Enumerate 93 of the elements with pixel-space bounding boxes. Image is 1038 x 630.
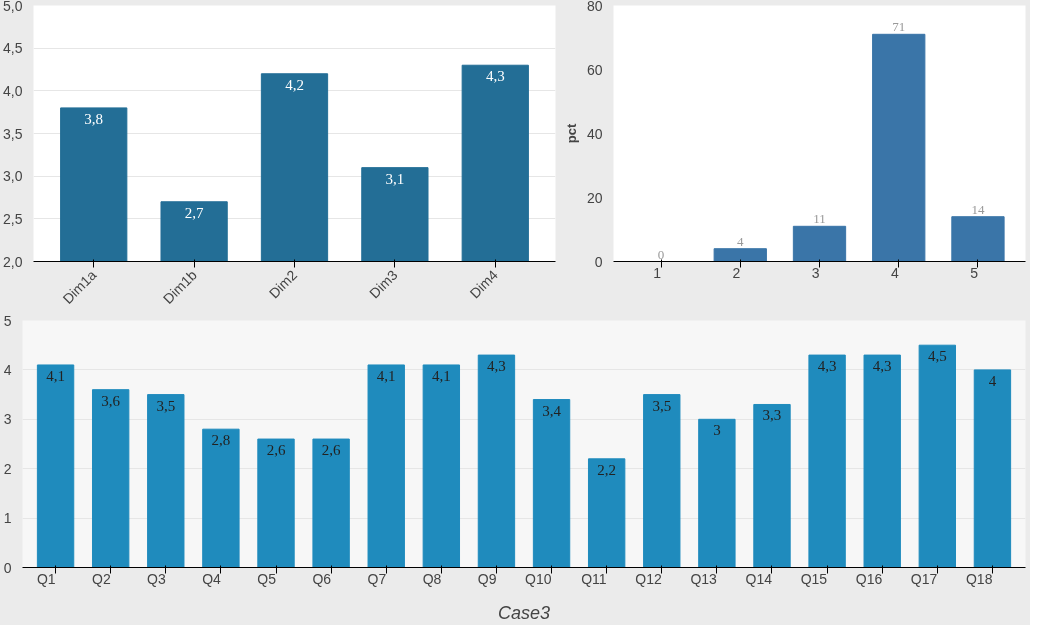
bar (918, 344, 957, 568)
y-tick-label: 80 (586, 0, 603, 14)
y-tick-label: 2,0 (3, 253, 23, 270)
x-tick-label: Q17 (910, 570, 938, 587)
y-tick-label: 2 (3, 460, 12, 477)
y-tick-label: 0 (3, 559, 12, 576)
data-label: 3,1 (385, 170, 405, 187)
data-label: 4,1 (46, 367, 65, 384)
data-label: 3,5 (156, 397, 176, 414)
bar (698, 418, 736, 568)
data-label: 11 (813, 211, 826, 227)
x-tick-label: Q13 (690, 570, 718, 587)
x-tick-label: Q1 (36, 570, 56, 587)
bar (587, 458, 626, 568)
data-label: 4,1 (376, 367, 396, 384)
y-tick-label: 3 (3, 411, 12, 428)
bar (257, 438, 295, 568)
bar (532, 399, 571, 568)
x-tick-label: Q16 (855, 570, 883, 587)
data-label: 2,2 (597, 461, 617, 478)
x-axis-title: Case3 (497, 602, 551, 623)
x-tick-label: 3 (811, 264, 820, 281)
bar (973, 369, 1012, 568)
y-tick-label: 60 (586, 61, 603, 78)
y-tick-label: 3,0 (3, 168, 23, 185)
data-label: 4 (737, 233, 745, 249)
x-tick-label: Q4 (202, 570, 222, 587)
bar (643, 394, 681, 568)
data-label: 14 (971, 201, 985, 217)
x-tick-label: 5 (970, 264, 979, 281)
y-tick-label: 1 (3, 510, 12, 527)
data-label: 4,3 (872, 358, 892, 375)
bar (863, 354, 901, 568)
data-label: 3,4 (542, 402, 562, 419)
data-label: 4,5 (927, 348, 947, 365)
data-label: 3,5 (652, 397, 672, 414)
x-tick-label: Q12 (635, 570, 662, 587)
bar (367, 364, 405, 568)
x-tick-label: Q11 (581, 570, 607, 587)
data-label: 4,2 (285, 76, 304, 93)
bar (872, 33, 926, 262)
bar (202, 428, 240, 568)
data-label: 2,6 (321, 442, 341, 459)
x-tick-label: Q3 (147, 570, 166, 587)
x-tick-label: 4 (890, 264, 899, 281)
y-tick-label: 5,0 (3, 0, 23, 14)
data-label: 3 (713, 422, 721, 439)
data-label: 0 (657, 246, 665, 262)
data-label: 4,1 (431, 367, 451, 384)
y-tick-label: 40 (586, 125, 603, 142)
x-tick-label: Q15 (800, 570, 828, 587)
x-tick-label: Q2 (92, 570, 111, 587)
y-tick-label: 0 (594, 253, 603, 270)
data-label: 71 (892, 19, 906, 35)
bar (713, 248, 767, 262)
data-label: 4,3 (817, 358, 837, 375)
x-tick-label: 2 (732, 264, 741, 281)
data-label: 4,3 (487, 358, 506, 375)
data-label: 4,3 (485, 68, 505, 85)
bar (147, 394, 185, 568)
bar (477, 354, 516, 568)
data-label: 2,8 (211, 432, 231, 449)
bar (951, 216, 1005, 262)
x-tick-label: Q18 (965, 570, 993, 587)
x-tick-label: Q5 (257, 570, 277, 587)
bar (91, 389, 130, 568)
x-tick-label: 1 (653, 264, 662, 281)
y-tick-label: 4,5 (3, 40, 23, 57)
bar (753, 403, 791, 568)
data-label: 2,7 (184, 204, 204, 221)
bar (312, 438, 350, 568)
data-label: 3,6 (101, 392, 121, 409)
bar (36, 364, 75, 568)
data-label: 3,8 (84, 110, 104, 127)
y-tick-label: 5 (3, 312, 12, 329)
x-tick-label: Q7 (367, 570, 387, 587)
y-tick-label: 3,5 (3, 125, 23, 142)
y-tick-label: 20 (586, 189, 603, 206)
data-label: 3,3 (762, 407, 782, 424)
data-label: 2,6 (266, 442, 286, 459)
y-tick-label: 4,0 (3, 82, 23, 99)
bar (792, 225, 847, 262)
data-label: 4 (988, 372, 997, 389)
y-tick-label: 4 (3, 361, 12, 378)
x-tick-label: Q9 (477, 570, 497, 587)
x-tick-label: Q6 (312, 570, 332, 587)
x-tick-label: Q14 (745, 570, 773, 587)
bar (422, 364, 461, 568)
x-tick-label: Q10 (525, 570, 552, 587)
y-axis-title: pct (563, 123, 579, 144)
bar (808, 354, 846, 568)
y-tick-label: 2,5 (3, 210, 23, 227)
x-tick-label: Q8 (422, 570, 442, 587)
